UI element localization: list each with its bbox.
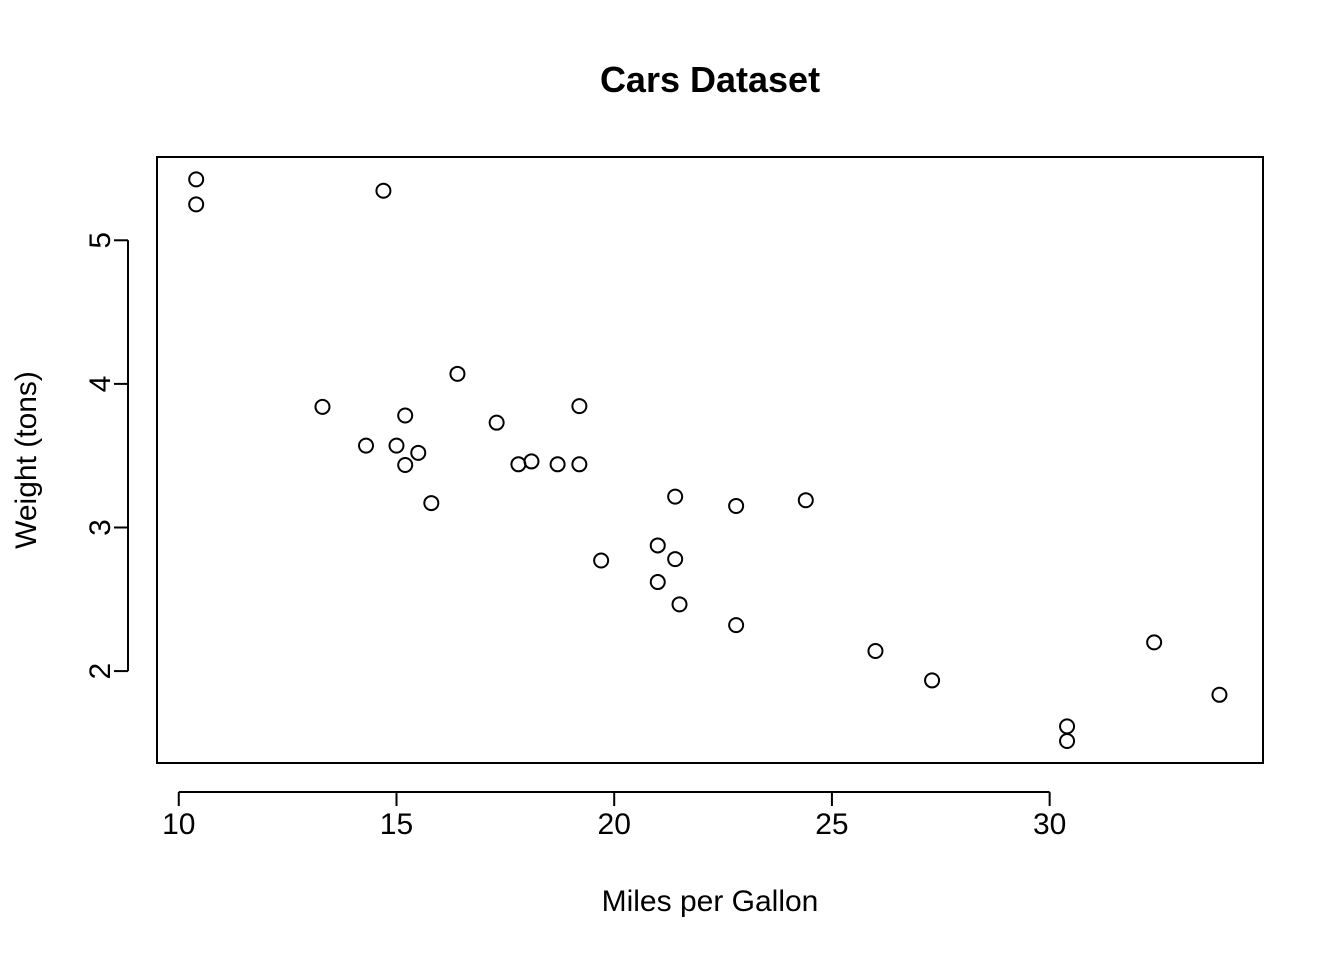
x-tick-label: 10 bbox=[162, 808, 195, 841]
data-point bbox=[523, 453, 540, 470]
data-point bbox=[510, 456, 527, 473]
data-point bbox=[867, 642, 884, 659]
data-points bbox=[188, 171, 1228, 750]
y-axis-label: Weight (tons) bbox=[10, 371, 43, 549]
data-point bbox=[375, 182, 392, 199]
data-point bbox=[671, 596, 688, 613]
plot-frame bbox=[156, 156, 1264, 764]
data-point bbox=[314, 398, 331, 415]
data-point bbox=[1059, 733, 1076, 750]
data-point bbox=[410, 444, 427, 461]
data-point bbox=[1211, 686, 1228, 703]
x-tick-label: 20 bbox=[598, 808, 631, 841]
x-axis-label: Miles per Gallon bbox=[602, 885, 819, 918]
data-point bbox=[449, 365, 466, 382]
data-point bbox=[728, 497, 745, 514]
data-point bbox=[388, 437, 405, 454]
y-tick-label: 3 bbox=[84, 519, 117, 536]
data-point bbox=[649, 537, 666, 554]
data-point bbox=[593, 552, 610, 569]
x-tick-label: 30 bbox=[1033, 808, 1066, 841]
x-tick-label: 15 bbox=[380, 808, 413, 841]
y-axis: 2 3 4 5 bbox=[84, 232, 129, 680]
data-point bbox=[1059, 718, 1076, 735]
data-point bbox=[571, 398, 588, 415]
data-point bbox=[728, 617, 745, 634]
data-point bbox=[649, 574, 666, 591]
data-point bbox=[188, 171, 205, 188]
data-point bbox=[188, 196, 205, 213]
data-point bbox=[667, 551, 684, 568]
x-axis: 10 15 20 25 30 bbox=[162, 791, 1066, 841]
data-point bbox=[667, 488, 684, 505]
data-point bbox=[797, 492, 814, 509]
data-point bbox=[571, 456, 588, 473]
data-point bbox=[549, 456, 566, 473]
y-tick-label: 5 bbox=[84, 232, 117, 249]
y-tick-label: 4 bbox=[84, 376, 117, 393]
data-point bbox=[1146, 634, 1163, 651]
data-point bbox=[423, 495, 440, 512]
data-point bbox=[488, 414, 505, 431]
chart-title: Cars Dataset bbox=[600, 59, 820, 100]
data-point bbox=[924, 672, 941, 689]
x-tick-label: 25 bbox=[815, 808, 848, 841]
data-point bbox=[358, 437, 375, 454]
data-point bbox=[397, 457, 414, 474]
data-point bbox=[397, 407, 414, 424]
y-tick-label: 2 bbox=[84, 663, 117, 680]
